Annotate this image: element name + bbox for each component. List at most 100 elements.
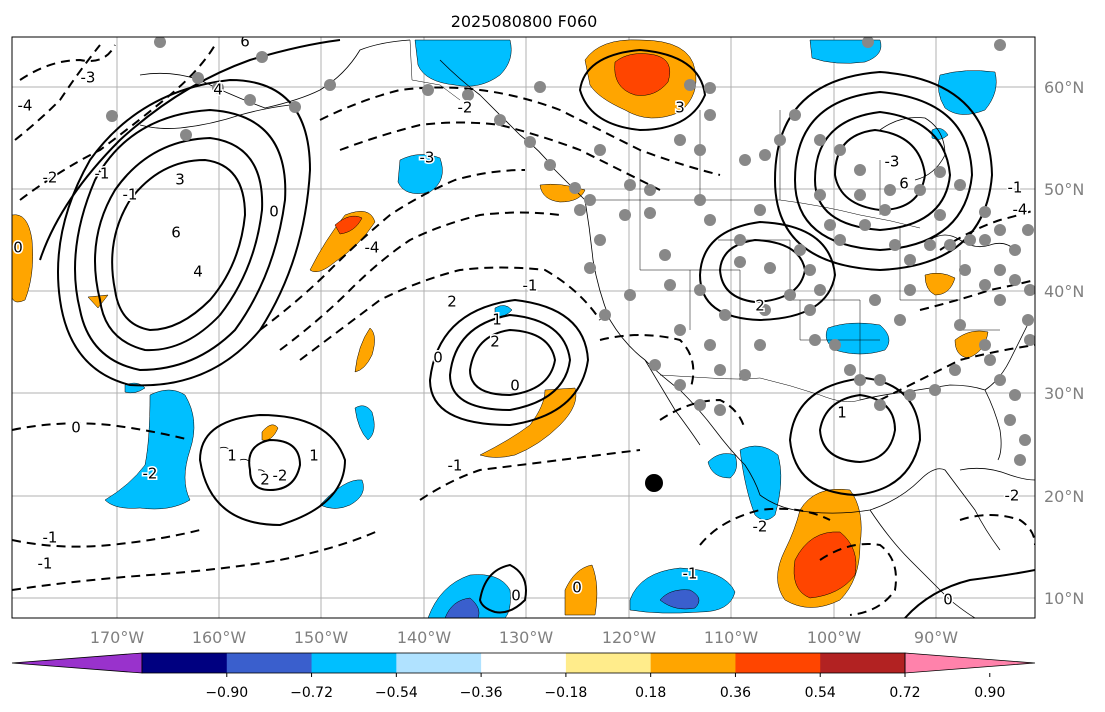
lon-label-8: 90°W bbox=[914, 628, 958, 647]
contour-label-9: 4 bbox=[193, 263, 203, 281]
station-dot bbox=[929, 384, 941, 396]
contour-dashed-1 bbox=[19, 44, 216, 201]
contour-label-18: 0 bbox=[433, 349, 443, 367]
contour-label-38: -1 bbox=[1008, 179, 1023, 197]
contour-dashed-13 bbox=[699, 507, 831, 546]
anomaly-shading bbox=[12, 39, 997, 618]
station-dot bbox=[854, 164, 866, 176]
lat-label-0: 60°N bbox=[1044, 78, 1084, 97]
station-dot bbox=[644, 207, 656, 219]
station-dot bbox=[934, 209, 946, 221]
station-dot bbox=[804, 264, 816, 276]
station-dot bbox=[874, 374, 886, 386]
strong-negative-region-south-1 bbox=[444, 597, 480, 618]
strong-positive-region-alaska-coast bbox=[614, 53, 671, 96]
colorbar-label-6: 0.36 bbox=[720, 685, 751, 701]
contour-label-30: 0 bbox=[511, 587, 521, 605]
contour-label-28: 2 bbox=[260, 471, 270, 489]
lat-label-3: 30°N bbox=[1044, 384, 1084, 403]
station-dot bbox=[462, 89, 474, 101]
longitude-labels: 170°W 160°W 150°W 140°W 130°W 120°W 110°W 100°W… bbox=[90, 628, 958, 647]
canada-coast bbox=[439, 59, 586, 201]
contour-label-13: -2 bbox=[458, 99, 473, 117]
station-dot bbox=[1022, 314, 1034, 326]
colorbar-label-8: 0.72 bbox=[889, 685, 920, 701]
alaska-canada-border bbox=[409, 39, 461, 101]
coastlines bbox=[139, 39, 1035, 618]
positive-region-small-1 bbox=[87, 294, 109, 309]
colorbar-label-0: −0.90 bbox=[205, 685, 248, 701]
contour-dashed-6 bbox=[299, 266, 601, 361]
hudson-bay bbox=[879, 117, 946, 181]
negative-region-south-1 bbox=[427, 574, 511, 618]
station-dot bbox=[544, 159, 556, 171]
station-dot bbox=[854, 189, 866, 201]
contour-labels: 6 -4 -3 4 -2 -1 3 -1 6 4 0 -3 -4 -2 0 2 1 2 0 -1 0 1 -2 -2 -1 0 -1… bbox=[12, 33, 1029, 610]
colorbar-segment-3 bbox=[396, 653, 482, 673]
station-dot bbox=[674, 134, 686, 146]
station-dot bbox=[1024, 284, 1035, 296]
station-dot bbox=[569, 182, 581, 194]
contour-label-16: 1 bbox=[492, 311, 502, 329]
station-dot bbox=[624, 289, 636, 301]
station-dot bbox=[774, 134, 786, 146]
station-dot bbox=[904, 254, 916, 266]
us-west-coast bbox=[584, 199, 1001, 551]
lat-label-2: 40°N bbox=[1044, 282, 1084, 301]
contour-dashed-15 bbox=[959, 514, 1035, 546]
station-dot bbox=[984, 354, 996, 366]
station-dot bbox=[884, 184, 896, 196]
colorbar-segment-6 bbox=[650, 653, 736, 673]
station-dot bbox=[904, 284, 916, 296]
station-dot bbox=[994, 39, 1006, 51]
station-dot bbox=[979, 339, 991, 351]
positive-region-streak-2 bbox=[354, 327, 375, 373]
station-dot bbox=[704, 214, 716, 226]
strong-positive-region-streak-1 bbox=[334, 215, 363, 235]
station-dot bbox=[574, 204, 586, 216]
station-dot bbox=[619, 209, 631, 221]
station-dot bbox=[809, 334, 821, 346]
contour-label-14: 0 bbox=[13, 239, 23, 257]
station-dot bbox=[106, 110, 118, 122]
station-dot bbox=[584, 262, 596, 274]
station-dot bbox=[739, 369, 751, 381]
contour-dashed-19 bbox=[599, 334, 695, 391]
map-frame bbox=[11, 36, 1036, 619]
contour-dashed-14 bbox=[819, 543, 897, 616]
station-dot bbox=[964, 234, 976, 246]
contour-solid-us-2 bbox=[698, 220, 837, 322]
colorbar-extend-low bbox=[11, 652, 143, 674]
station-dot bbox=[644, 184, 656, 196]
colorbar-label-2: −0.54 bbox=[375, 685, 418, 701]
contour-label-0: 6 bbox=[240, 33, 250, 51]
negative-region-hawaii-west bbox=[104, 389, 195, 510]
station-dot bbox=[1022, 224, 1034, 236]
station-dot bbox=[154, 37, 166, 48]
contour-dashed-7 bbox=[319, 86, 721, 176]
contour-solid-west-5 bbox=[39, 39, 341, 261]
station-dot bbox=[854, 374, 866, 386]
station-dot bbox=[959, 264, 971, 276]
station-dot bbox=[824, 219, 836, 231]
station-dot bbox=[979, 206, 991, 218]
colorbar-label-9: 0.90 bbox=[974, 685, 1005, 701]
contour-solid-west-2 bbox=[94, 136, 264, 352]
contour-label-40: -2 bbox=[1005, 487, 1020, 505]
contour-label-27: 1 bbox=[309, 447, 319, 465]
contour-label-34: 3 bbox=[675, 99, 685, 117]
station-dot bbox=[734, 234, 746, 246]
lon-label-0: 170°W bbox=[90, 628, 145, 647]
cuba bbox=[959, 467, 1035, 481]
contour-solid-gulf-1 bbox=[818, 393, 897, 464]
negative-region-mid-pacific bbox=[397, 154, 443, 194]
contour-label-32: -1 bbox=[683, 565, 698, 583]
contour-label-22: -2 bbox=[273, 467, 288, 485]
contour-label-37: -3 bbox=[885, 153, 900, 171]
colorbar-extend-high bbox=[904, 652, 1036, 674]
contour-solid-west-3 bbox=[74, 108, 287, 372]
negative-region-north bbox=[809, 39, 882, 64]
station-dot bbox=[869, 294, 881, 306]
contour-label-17: 2 bbox=[490, 333, 500, 351]
contour-label-7: -1 bbox=[123, 186, 138, 204]
